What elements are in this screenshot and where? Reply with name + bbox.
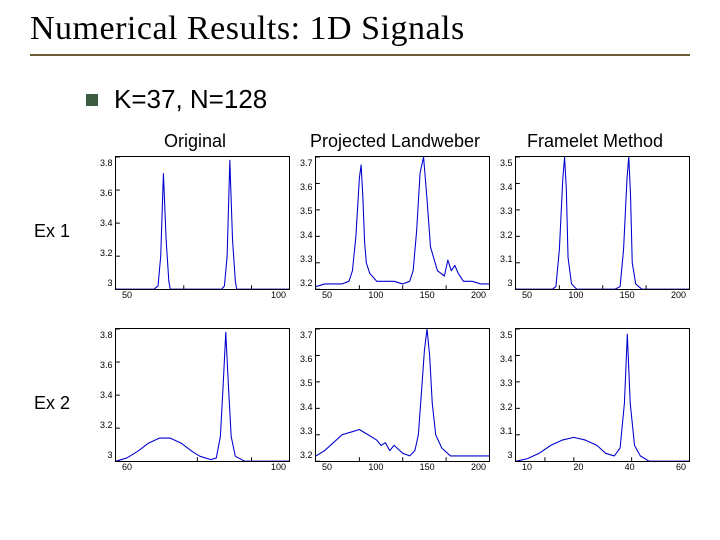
row-label-ex1: Ex 1 [30,221,90,242]
bullet-text: K=37, N=128 [114,84,267,115]
panel-ex2-original: 3.83.63.43.2360100 [100,328,290,478]
page-title: Numerical Results: 1D Signals [30,10,690,48]
panel-ex2-framelet: 3.53.43.33.23.1310204060 [500,328,690,478]
header-spacer [30,131,90,152]
panel-ex2-landweber: 3.73.63.53.43.33.250100150200 [300,328,490,478]
column-headers: Original Projected Landweber Framelet Me… [30,131,690,152]
slide: Numerical Results: 1D Signals K=37, N=12… [0,0,720,540]
header-framelet: Framelet Method [500,131,690,152]
row-label-ex2: Ex 2 [30,393,90,414]
header-original: Original [100,131,290,152]
panel-ex1-landweber: 3.73.63.53.43.33.250100150200 [300,156,490,306]
title-wrap: Numerical Results: 1D Signals [30,10,690,56]
header-landweber: Projected Landweber [300,131,490,152]
panel-ex1-original: 3.83.63.43.2350100 [100,156,290,306]
chart-grid: Ex 1 3.83.63.43.2350100 3.73.63.53.43.33… [30,156,690,478]
panel-ex1-framelet: 3.53.43.33.23.1350100150200 [500,156,690,306]
bullet-row: K=37, N=128 [86,84,690,115]
square-bullet-icon [86,94,98,106]
